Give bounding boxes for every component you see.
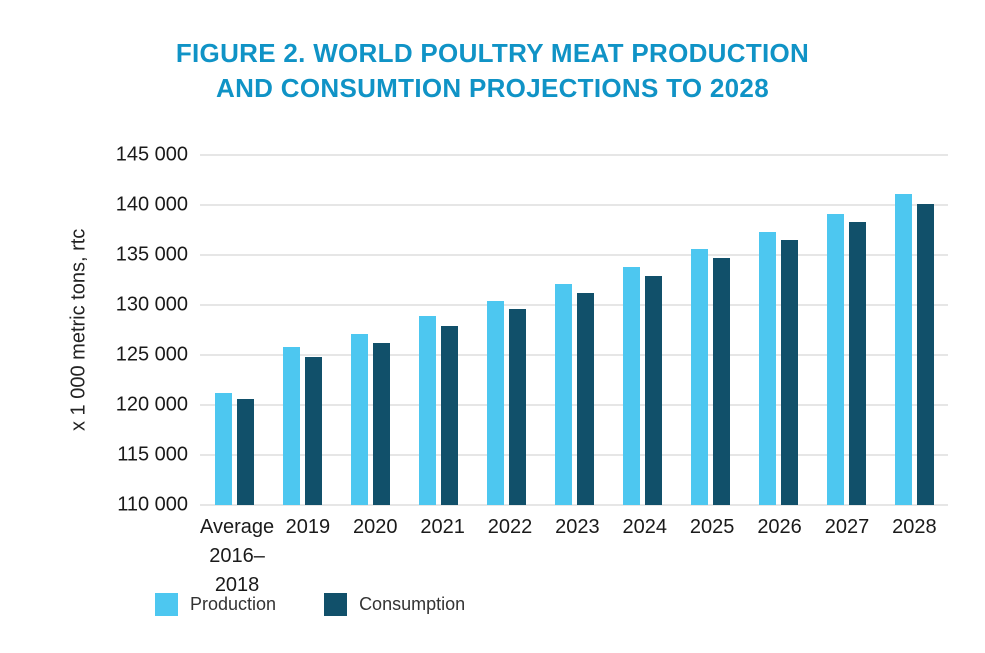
y-tick-label: 125 000 (115, 343, 188, 366)
bar-consumption (848, 222, 866, 505)
bar-consumption (780, 240, 798, 505)
legend-label-production: Production (190, 594, 277, 614)
production-swatch (155, 593, 178, 616)
legend: Production Consumption (155, 593, 465, 616)
gridline (200, 154, 948, 156)
y-tick-label: 145 000 (115, 143, 188, 166)
x-axis-label: 2022 (487, 516, 533, 538)
legend-item-consumption: Consumption (324, 593, 465, 616)
x-axis-label: 2028 (892, 516, 937, 538)
x-axis-labels: Average 2016–2018 2019 2020 2021 2022 2023 202… (200, 513, 948, 600)
bar-production (554, 284, 572, 505)
gridline (200, 254, 948, 256)
bar-consumption (440, 326, 458, 505)
gridline (200, 304, 948, 306)
legend-label-consumption: Consumption (359, 594, 466, 614)
x-axis-label: 2024 (622, 516, 668, 538)
bar-production (690, 249, 708, 505)
bars (200, 155, 948, 505)
bar-production (894, 194, 912, 505)
bar-production (486, 301, 504, 505)
bar-group (812, 155, 880, 505)
bar-consumption (236, 399, 254, 505)
x-axis-label: Average 2016–2018 (200, 516, 275, 596)
chart-title-line1: FIGURE 2. WORLD POULTRY MEAT PRODUCTION (175, 38, 810, 68)
bar-production (418, 316, 436, 505)
bar-production (214, 393, 232, 505)
x-axis-label: 2019 (285, 516, 331, 538)
bar-group (472, 155, 540, 505)
bar-consumption (712, 258, 730, 505)
bar-group (540, 155, 608, 505)
x-axis-label: 2026 (757, 516, 802, 538)
y-tick-label: 115 000 (117, 443, 188, 466)
x-axis-label: 2020 (352, 516, 398, 538)
bar-production (758, 232, 776, 505)
bar-consumption (576, 293, 594, 505)
bar-group (608, 155, 676, 505)
consumption-swatch (324, 593, 348, 616)
bar-production (350, 334, 368, 505)
gridlines (200, 154, 948, 506)
bar-consumption (372, 343, 390, 505)
gridline (200, 404, 948, 406)
chart-title: FIGURE 2. WORLD POULTRY MEAT PRODUCTION … (0, 36, 985, 106)
bar-group (268, 155, 336, 505)
bar-group (676, 155, 744, 505)
bar-production (622, 267, 640, 505)
bar-group (880, 155, 948, 505)
bar-production (282, 347, 300, 505)
y-tick-label: 140 000 (115, 193, 188, 216)
bar-consumption (508, 309, 526, 505)
y-tick-label: 120 000 (115, 393, 188, 416)
y-ticks: 110 000 115 000 120 000 125 000 130 000 135 0… (0, 144, 188, 516)
gridline (200, 454, 948, 456)
legend-item-production: Production (155, 593, 276, 616)
y-tick-label: 110 000 (117, 493, 188, 516)
gridline (200, 204, 948, 206)
bar-consumption (644, 276, 662, 505)
bar-production (826, 214, 844, 505)
x-axis-label: 2025 (689, 516, 735, 538)
bar-group (744, 155, 812, 505)
gridline (200, 354, 948, 356)
x-axis-label: 2027 (824, 516, 870, 538)
chart-title-line2: AND CONSUMTION PROJECTIONS TO 2028 (216, 73, 769, 104)
y-tick-label: 135 000 (115, 243, 188, 266)
bar-group (404, 155, 472, 505)
bar-consumption (916, 204, 934, 505)
bar-group (200, 155, 268, 505)
bar-group (336, 155, 404, 505)
y-tick-label: 130 000 (115, 293, 188, 316)
x-axis-label: 2021 (420, 516, 465, 538)
gridline (200, 504, 948, 506)
x-axis-label: 2023 (555, 516, 600, 538)
plot-area (200, 154, 948, 506)
bar-consumption (304, 357, 322, 505)
